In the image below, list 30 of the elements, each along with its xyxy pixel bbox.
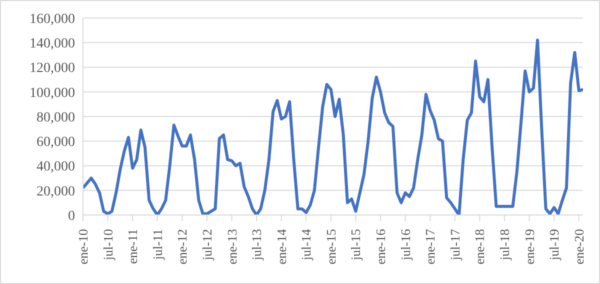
y-tick-label: 0 [68, 208, 75, 224]
y-tick-label: 60,000 [36, 135, 75, 150]
x-tick-label: ene-13 [224, 229, 240, 264]
x-tick-label: jul-14 [298, 228, 314, 262]
x-tick-label: ene-19 [522, 229, 537, 264]
x-tick-label: ene-18 [472, 229, 488, 264]
x-tick-label: ene-16 [373, 228, 388, 264]
x-tick-label: ene-14 [274, 228, 289, 264]
x-tick-label: jul-10 [100, 229, 116, 262]
x-tick-label: ene-12 [174, 229, 190, 264]
x-tick-label: ene-11 [125, 229, 140, 264]
y-tick-label: 100,000 [30, 86, 75, 101]
x-tick-label: ene-15 [323, 229, 338, 264]
x-tick-label: jul-17 [447, 228, 462, 262]
y-tick-label: 80,000 [36, 110, 75, 126]
x-tick-label: ene-20 [571, 229, 586, 264]
x-tick-label: jul-12 [199, 229, 214, 262]
x-tick-label: jul-16 [398, 228, 413, 262]
y-tick-label: 20,000 [36, 184, 75, 200]
x-tick-label: ene-10 [76, 229, 90, 264]
y-tick-label: 140,000 [30, 36, 75, 52]
x-tick-label: jul-11 [150, 229, 165, 261]
x-tick-label: jul-13 [249, 229, 264, 262]
x-tick-label: jul-18 [496, 229, 512, 262]
y-tick-label: 160,000 [30, 12, 75, 27]
x-tick-label: ene-17 [422, 228, 438, 264]
x-tick-label: jul-15 [348, 229, 364, 262]
y-tick-label: 40,000 [36, 160, 75, 175]
y-tick-label: 120,000 [30, 61, 75, 76]
x-tick-label: jul-19 [546, 229, 562, 262]
